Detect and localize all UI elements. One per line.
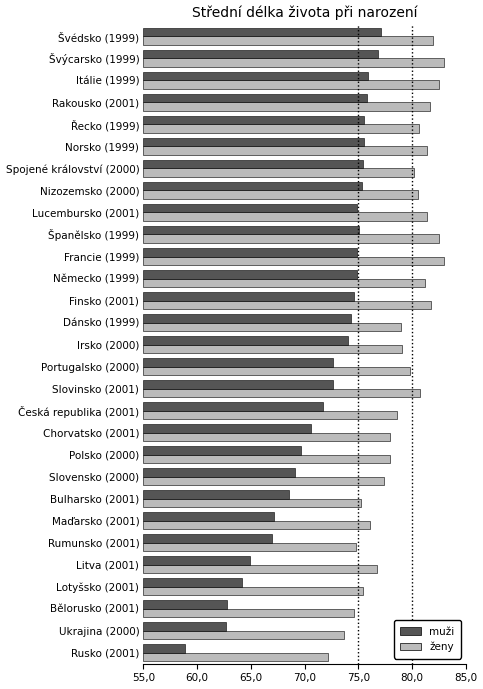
- Bar: [143, 116, 364, 125]
- Bar: [143, 50, 378, 59]
- Bar: [143, 389, 420, 397]
- Bar: [143, 81, 439, 89]
- Bar: [143, 226, 359, 234]
- Bar: [143, 190, 417, 199]
- Bar: [143, 402, 323, 411]
- Bar: [143, 169, 414, 177]
- Bar: [143, 212, 427, 221]
- Bar: [143, 94, 367, 103]
- Bar: [143, 534, 272, 543]
- Bar: [143, 138, 364, 147]
- Bar: [143, 37, 433, 45]
- Bar: [143, 455, 390, 463]
- Bar: [143, 630, 344, 639]
- Bar: [143, 491, 288, 499]
- Bar: [143, 652, 328, 661]
- Bar: [143, 521, 370, 529]
- Bar: [143, 59, 444, 67]
- Bar: [143, 424, 311, 433]
- Bar: [143, 147, 427, 155]
- Bar: [143, 477, 384, 485]
- Bar: [143, 103, 430, 111]
- Bar: [143, 300, 431, 309]
- Bar: [143, 204, 357, 212]
- Title: Střední délka života při narození: Střední délka života při narození: [192, 6, 417, 20]
- Bar: [143, 344, 402, 353]
- Bar: [143, 125, 419, 133]
- Bar: [143, 578, 242, 586]
- Bar: [143, 182, 362, 190]
- Bar: [143, 256, 444, 265]
- Bar: [143, 72, 368, 81]
- Bar: [143, 565, 377, 573]
- Bar: [143, 446, 301, 455]
- Bar: [143, 314, 351, 322]
- Bar: [143, 556, 250, 565]
- Bar: [143, 622, 226, 630]
- Bar: [143, 28, 381, 37]
- Bar: [143, 278, 425, 287]
- Bar: [143, 270, 357, 278]
- Bar: [143, 367, 410, 375]
- Bar: [143, 644, 185, 652]
- Bar: [143, 499, 361, 507]
- Bar: [143, 292, 354, 300]
- Bar: [143, 322, 401, 331]
- Bar: [143, 433, 390, 441]
- Bar: [143, 600, 227, 608]
- Bar: [143, 411, 397, 419]
- Bar: [143, 513, 273, 521]
- Bar: [143, 586, 363, 595]
- Legend: muži, ženy: muži, ženy: [394, 620, 461, 659]
- Bar: [143, 234, 439, 243]
- Bar: [143, 160, 363, 169]
- Bar: [143, 358, 333, 367]
- Bar: [143, 380, 333, 389]
- Bar: [143, 608, 354, 617]
- Bar: [143, 336, 348, 344]
- Bar: [143, 248, 357, 256]
- Bar: [143, 469, 295, 477]
- Bar: [143, 543, 356, 551]
